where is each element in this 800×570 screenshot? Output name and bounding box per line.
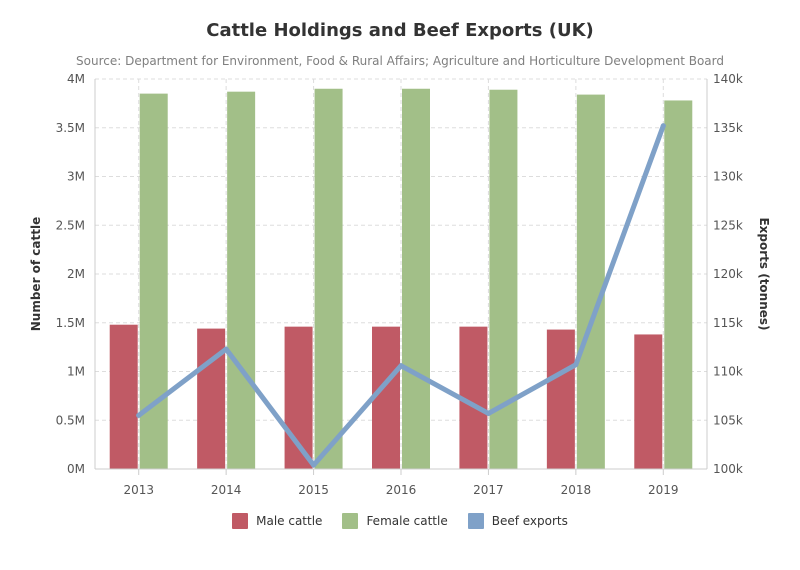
y-right-axis-title: Exports (tonnes) <box>757 217 771 330</box>
point-beef-exports-2015 <box>311 462 317 468</box>
point-beef-exports-2014 <box>223 346 229 352</box>
y-left-tick-label: 1M <box>67 365 85 379</box>
legend-item-beef-exports[interactable]: Beef exports <box>467 513 568 529</box>
y-left-axis-title: Number of cattle <box>29 217 43 332</box>
bar-series <box>109 88 693 470</box>
x-tick-label-2015: 2015 <box>298 483 329 497</box>
x-tick-label-2016: 2016 <box>386 483 417 497</box>
line-series <box>136 123 666 468</box>
point-beef-exports-2019 <box>660 123 666 129</box>
point-beef-exports-2016 <box>398 363 404 369</box>
bar-female-cattle-2018 <box>576 94 605 469</box>
y-right-tick-label: 110k <box>713 365 743 379</box>
point-beef-exports-2018 <box>573 362 579 368</box>
bar-female-cattle-2019 <box>664 100 693 469</box>
x-tick-label-2013: 2013 <box>123 483 154 497</box>
legend-swatch-beef-exports <box>467 513 484 529</box>
y-left-tick-label: 3.5M <box>56 121 85 135</box>
bar-male-cattle-2018 <box>546 329 575 469</box>
legend-item-female-cattle[interactable]: Female cattle <box>342 513 448 529</box>
bar-male-cattle-2019 <box>634 334 663 469</box>
y-left-tick-label: 4M <box>67 72 85 86</box>
legend-label-female-cattle: Female cattle <box>366 514 448 528</box>
chart-title: Cattle Holdings and Beef Exports (UK) <box>206 20 594 41</box>
legend-item-male-cattle[interactable]: Male cattle <box>232 513 322 529</box>
y-right-tick-label: 100k <box>713 462 743 476</box>
bar-male-cattle-2016 <box>372 326 400 469</box>
legend: Male cattle Female cattle Beef exports <box>0 513 800 529</box>
y-left-tick-label: 2.5M <box>56 218 85 232</box>
x-tick-label-2017: 2017 <box>473 483 504 497</box>
y-left-tick-label: 2M <box>67 267 85 281</box>
x-tick-label-2014: 2014 <box>211 483 242 497</box>
grid-lines <box>95 78 707 469</box>
y-right-tick-label: 115k <box>713 316 743 330</box>
point-beef-exports-2013 <box>136 412 142 418</box>
y-right-tick-label: 105k <box>713 413 743 427</box>
bar-female-cattle-2016 <box>402 88 430 469</box>
y-right-tick-label: 130k <box>713 170 743 184</box>
axes: 0M 100k 0.5M 105k 1M 110k 1.5M 115k 2M 120k 2.5M 12… <box>56 72 743 497</box>
bar-female-cattle-2014 <box>227 91 256 470</box>
bar-male-cattle-2013 <box>109 324 138 469</box>
y-right-tick-label: 135k <box>713 121 743 135</box>
y-left-tick-label: 0.5M <box>56 413 85 427</box>
x-tick-label-2019: 2019 <box>648 483 679 497</box>
y-right-tick-label: 120k <box>713 267 743 281</box>
chart-subtitle: Source: Department for Environment, Food… <box>76 54 724 68</box>
legend-swatch-female-cattle <box>342 513 359 529</box>
y-right-tick-label: 140k <box>713 72 743 86</box>
legend-swatch-male-cattle <box>232 513 249 529</box>
bar-male-cattle-2014 <box>197 328 226 469</box>
bar-female-cattle-2015 <box>314 88 343 469</box>
legend-label-male-cattle: Male cattle <box>256 514 323 528</box>
point-beef-exports-2017 <box>485 410 491 416</box>
y-left-tick-label: 1.5M <box>56 316 85 330</box>
y-left-tick-label: 3M <box>67 170 85 184</box>
x-tick-label-2018: 2018 <box>561 483 592 497</box>
y-left-tick-label: 0M <box>67 462 85 476</box>
y-right-tick-label: 125k <box>713 218 743 232</box>
legend-label-beef-exports: Beef exports <box>491 514 568 528</box>
